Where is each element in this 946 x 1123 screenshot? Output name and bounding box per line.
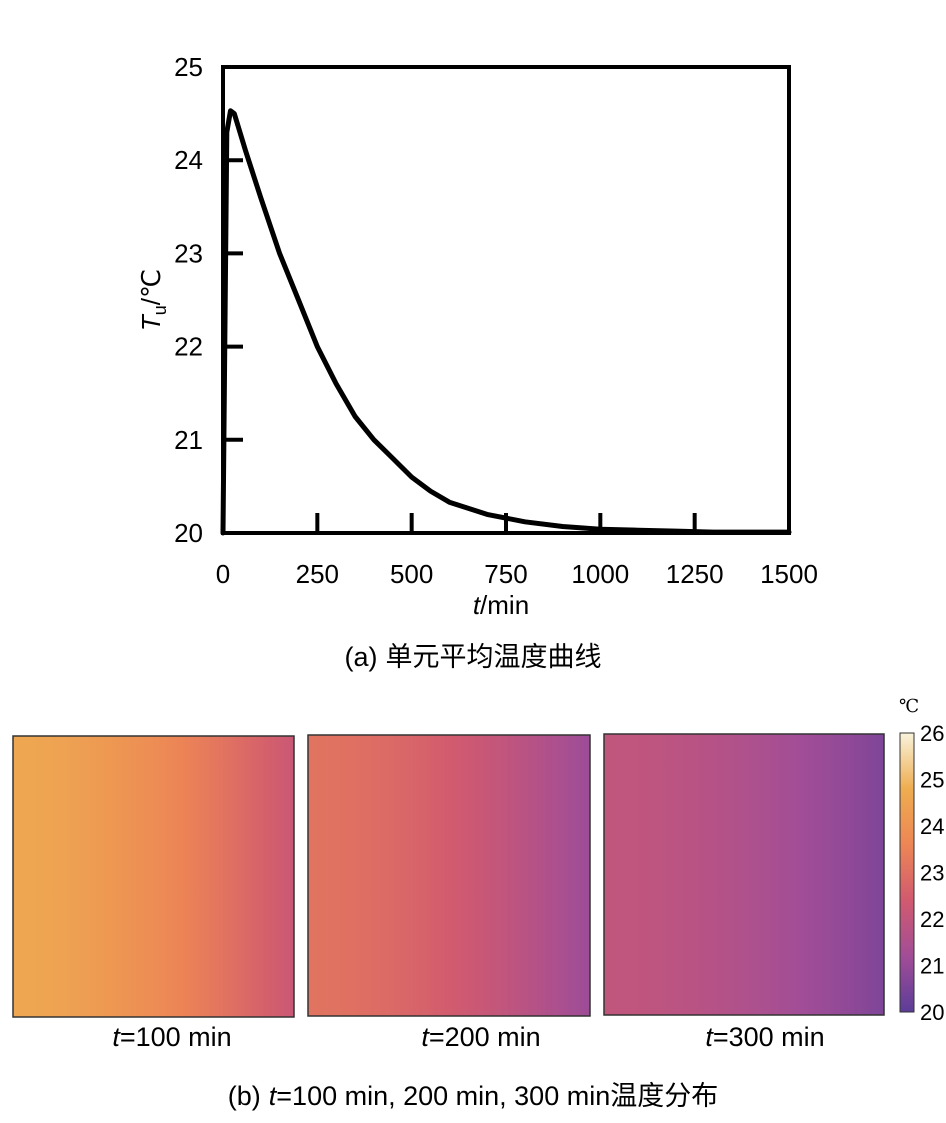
panel-label-2-var: t [421, 1022, 430, 1052]
y-tick-label: 25 [174, 52, 203, 82]
colorbar-tick-label: 24 [920, 814, 944, 839]
heatmap-panel-1 [12, 735, 295, 1018]
heatmap-panel-3 [603, 733, 885, 1016]
panel-label-3-var: t [705, 1022, 714, 1052]
y-tick-label: 21 [174, 425, 203, 455]
y-axis-label-var: T [136, 313, 166, 331]
panel-label-3: t=300 min [705, 1022, 824, 1052]
colorbar-unit: ℃ [899, 696, 919, 717]
y-tick-label: 22 [174, 332, 203, 362]
caption-a-label: (a) [345, 642, 378, 672]
colorbar-tick-label: 23 [920, 861, 944, 886]
x-tick-label: 0 [216, 559, 230, 589]
panel-label-1-value: =100 min [120, 1022, 232, 1052]
y-axis-label: Tu/℃ [136, 269, 170, 331]
panel-label-1: t=100 min [112, 1022, 231, 1052]
x-tick-label: 1000 [571, 559, 629, 589]
x-axis-label: t/min [473, 590, 529, 620]
caption-b-suffix: 温度分布 [610, 1081, 718, 1112]
colorbar-tick-label: 20 [920, 1000, 944, 1025]
caption-b-label: (b) [228, 1081, 261, 1111]
caption-b: (b) t=100 min, 200 min, 300 min温度分布 [228, 1081, 718, 1112]
y-tick-label: 23 [174, 238, 203, 268]
panel-label-3-value: =300 min [713, 1022, 825, 1052]
plot-frame [221, 65, 791, 535]
caption-b-var: t [269, 1081, 278, 1111]
panel-label-2-value: =200 min [429, 1022, 541, 1052]
y-tick-label: 20 [174, 518, 203, 548]
colorbar-tick-label: 21 [920, 954, 944, 979]
x-tick-label: 250 [296, 559, 339, 589]
x-axis-label-unit: /min [480, 590, 529, 620]
heatmap-panel-2 [307, 734, 591, 1017]
caption-a-text: 单元平均温度曲线 [386, 642, 602, 673]
x-tick-label: 1250 [666, 559, 724, 589]
colorbar-gradient [899, 732, 915, 1013]
colorbar-tick-label: 26 [920, 721, 944, 746]
x-axis-ticks: 0 250 500 750 1000 1250 1500 [216, 513, 818, 589]
y-tick-label: 24 [174, 145, 203, 175]
panel-label-1-var: t [112, 1022, 121, 1052]
series-line [220, 108, 792, 536]
x-tick-label: 500 [390, 559, 433, 589]
colorbar-tick-label: 25 [920, 768, 944, 793]
x-axis-label-var: t [473, 590, 482, 620]
panel-label-2: t=200 min [421, 1022, 540, 1052]
colorbar-tick-label: 22 [920, 907, 944, 932]
y-axis-ticks: 20 21 22 23 24 25 [174, 52, 243, 548]
caption-b-text: =100 min, 200 min, 300 min [276, 1081, 610, 1111]
line-chart: 20 21 22 23 24 25 0 250 500 750 1000 1250 1500 Tu/℃… [136, 52, 818, 673]
y-axis-label-sub: u [150, 305, 170, 315]
caption-a: (a) 单元平均温度曲线 [345, 642, 602, 673]
heatmap-group [12, 733, 885, 1018]
x-tick-label: 1500 [760, 559, 818, 589]
colorbar: 26 25 24 23 22 21 20 [899, 721, 944, 1025]
y-axis-label-unit: /℃ [136, 269, 166, 305]
x-tick-label: 750 [484, 559, 527, 589]
